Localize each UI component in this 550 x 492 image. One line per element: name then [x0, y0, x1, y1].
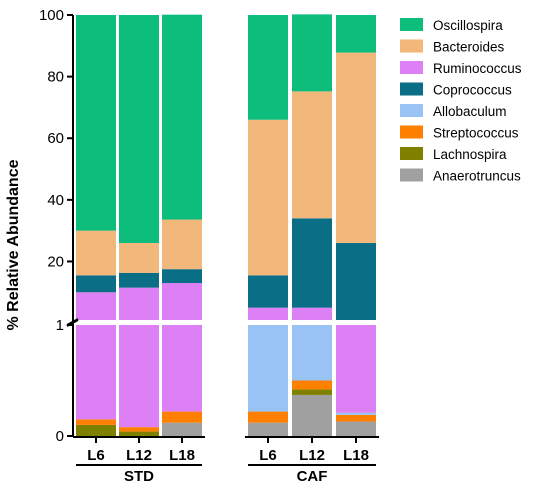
legend-label: Oscillospira: [433, 18, 503, 33]
bar-segment-oscillospira: [162, 14, 202, 220]
bar-segment-bacteroides: [336, 52, 376, 243]
bar-segment-ruminococcus: [162, 283, 202, 320]
legend-item: Streptococcus: [400, 125, 519, 141]
bar-segment-allobaculum: [292, 325, 332, 381]
bar-stack: [248, 15, 288, 436]
bar-segment-bacteroides: [248, 119, 288, 276]
bar-segment-streptococcus: [248, 411, 288, 423]
legend-swatch: [400, 168, 423, 182]
bar-stack: [76, 15, 116, 436]
legend: Oscillospira Bacteroides Ruminococcus Copro…: [400, 18, 522, 184]
bar-segment-streptococcus: [119, 427, 159, 432]
bar-stack: [119, 15, 159, 436]
bar-segment-coprococcus: [162, 269, 202, 284]
bar-segment-ruminococcus: [248, 307, 288, 320]
bar-segment-allobaculum: [248, 325, 288, 412]
x-tick-label: L6: [87, 447, 105, 464]
bar-segment-oscillospira: [292, 14, 332, 92]
bar-stack: [336, 15, 376, 436]
y-tick-label: 20: [47, 253, 64, 270]
legend-swatch: [400, 18, 423, 31]
bar-segment-anaerotruncus: [292, 394, 332, 436]
bar-segment-bacteroides: [119, 242, 159, 273]
bar-segment-oscillospira: [76, 15, 116, 231]
legend-item: Ruminococcus: [400, 61, 522, 76]
y-tick-label: 1: [56, 317, 64, 334]
bar-segment-ruminococcus: [292, 307, 332, 320]
legend-label: Coprococcus: [433, 83, 512, 98]
legend-item: Lachnospira: [400, 147, 507, 162]
legend-label: Streptococcus: [433, 126, 519, 141]
group-label: CAF: [297, 468, 328, 485]
bar-segment-ruminococcus: [162, 325, 202, 412]
x-tick-label: L12: [126, 447, 152, 464]
bar-segment-coprococcus: [76, 275, 116, 293]
bar-segment-bacteroides: [162, 219, 202, 270]
bar-segment-oscillospira: [336, 15, 376, 53]
bar-segment-anaerotruncus: [336, 421, 376, 436]
bar-segment-lachnospira: [292, 389, 332, 395]
legend-item: Anaerotruncus: [400, 168, 521, 184]
legend-item: Bacteroides: [400, 39, 505, 55]
x-tick-label: L18: [343, 447, 369, 464]
legend-swatch: [400, 125, 423, 139]
legend-swatch: [400, 147, 423, 160]
legend-label: Anaerotruncus: [433, 169, 521, 184]
y-axis: 20 40 60 80 100 0 1: [39, 7, 79, 445]
y-tick-label: 0: [56, 428, 64, 445]
bar-stack: [292, 14, 332, 436]
bar-segment-streptococcus: [162, 411, 202, 423]
bar-segment-coprococcus: [292, 218, 332, 308]
legend-swatch: [400, 61, 423, 74]
y-tick-label: 80: [47, 69, 64, 86]
bar-segment-ruminococcus: [119, 325, 159, 428]
bar-segment-streptococcus: [336, 414, 376, 422]
legend-label: Allobaculum: [433, 104, 507, 119]
legend-swatch: [400, 82, 423, 96]
x-tick-label: L6: [259, 447, 277, 464]
bars-layer: [76, 14, 376, 436]
legend-label: Lachnospira: [433, 147, 507, 162]
legend-item: Allobaculum: [400, 104, 507, 119]
bar-segment-lachnospira: [76, 424, 116, 436]
bar-segment-bacteroides: [292, 91, 332, 219]
x-tick-label: L18: [169, 447, 195, 464]
bar-stack: [162, 14, 202, 436]
bar-segment-coprococcus: [336, 242, 376, 320]
bar-segment-coprococcus: [248, 275, 288, 308]
x-tick-label: L12: [299, 447, 325, 464]
bar-segment-anaerotruncus: [248, 422, 288, 436]
legend-swatch: [400, 39, 423, 53]
bar-segment-ruminococcus: [336, 325, 376, 413]
bar-segment-oscillospira: [119, 15, 159, 243]
bar-segment-coprococcus: [119, 272, 159, 288]
legend-item: Oscillospira: [400, 18, 503, 33]
bar-segment-streptococcus: [292, 380, 332, 390]
bar-segment-bacteroides: [76, 230, 116, 276]
y-axis-title: % Relative Abundance: [5, 159, 22, 330]
legend-item: Coprococcus: [400, 82, 512, 98]
bar-segment-streptococcus: [76, 419, 116, 425]
bar-segment-ruminococcus: [76, 292, 116, 320]
y-tick-label: 60: [47, 130, 64, 147]
bar-segment-allobaculum: [336, 412, 376, 415]
bar-segment-oscillospira: [248, 15, 288, 120]
legend-label: Ruminococcus: [433, 61, 522, 76]
bar-segment-ruminococcus: [76, 325, 116, 420]
group-label: STD: [124, 468, 154, 485]
legend-label: Bacteroides: [433, 40, 505, 55]
bar-segment-anaerotruncus: [162, 422, 202, 436]
bar-segment-lachnospira: [119, 431, 159, 436]
bar-segment-ruminococcus: [119, 287, 159, 320]
y-tick-label: 100: [39, 7, 64, 24]
y-tick-label: 40: [47, 192, 64, 209]
x-axis: L6 L12 L18 L6 L12 L18 STD CAF: [73, 436, 379, 485]
legend-swatch: [400, 104, 423, 117]
